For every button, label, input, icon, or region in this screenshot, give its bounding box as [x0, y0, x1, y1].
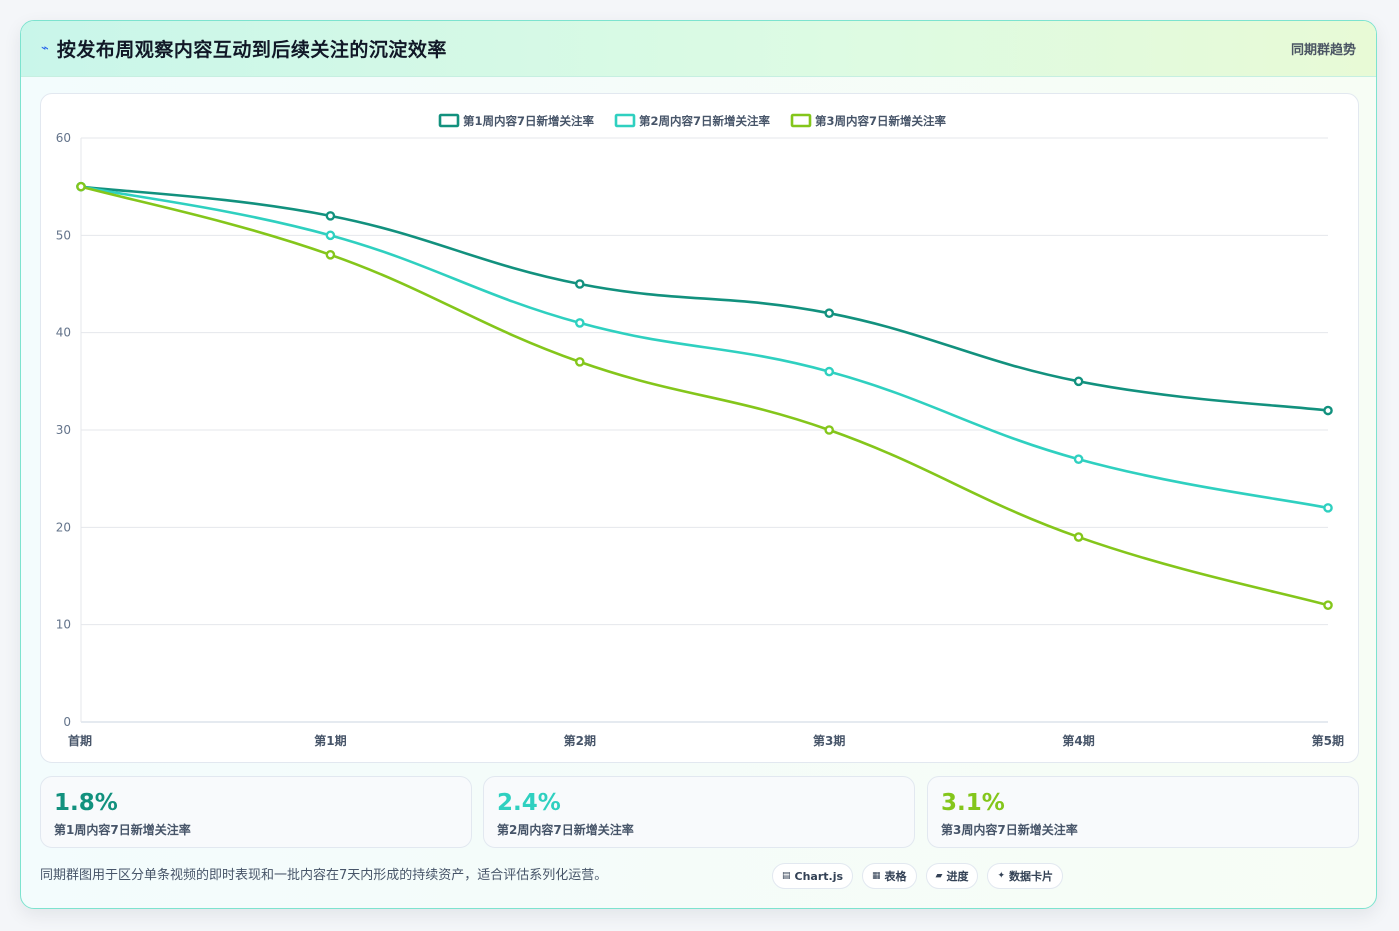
pill-progress[interactable]: ▰ 进度 [925, 863, 979, 889]
data-point[interactable] [575, 279, 585, 289]
kpi-label: 第3周内容7日新增关注率 [941, 823, 1078, 837]
x-tick-label: 第5期 [1312, 733, 1344, 748]
cohort-card: ⌁ 按发布周观察内容互动到后续关注的沉淀效率 同期群趋势 0 10 20 30 40 50… [20, 20, 1377, 909]
kpi-value: 2.4% [497, 790, 561, 816]
table-icon: ▦ [872, 871, 881, 881]
data-point[interactable] [824, 308, 835, 318]
y-tick-label: 40 [56, 326, 71, 340]
chart-icon: ▤ [782, 871, 791, 881]
pill-label: 数据卡片 [1009, 870, 1054, 883]
data-point[interactable] [325, 249, 336, 260]
y-tick-label: 50 [56, 228, 71, 242]
x-tick-label: 第1期 [314, 733, 346, 748]
pill-datacard[interactable]: ✦ 数据卡片 [987, 863, 1064, 889]
pill-label: Chart.js [794, 869, 844, 883]
x-tick-label: 首期 [68, 733, 92, 748]
y-tick-label: 30 [56, 423, 71, 437]
y-tick-label: 60 [56, 131, 71, 145]
legend-label[interactable]: 第2周内容7日新增关注率 [639, 114, 771, 128]
data-point[interactable] [325, 230, 336, 241]
y-tick-label: 0 [63, 715, 71, 729]
data-point[interactable] [1073, 454, 1084, 465]
kpi-label: 第1周内容7日新增关注率 [54, 823, 191, 837]
legend-swatch[interactable] [790, 113, 812, 128]
legend-label[interactable]: 第1周内容7日新增关注率 [463, 114, 595, 128]
x-tick-label: 第2期 [564, 733, 596, 748]
legend-swatch[interactable] [438, 113, 460, 128]
data-point[interactable] [824, 425, 835, 435]
data-point[interactable] [1323, 600, 1333, 611]
y-tick-label: 20 [56, 520, 71, 534]
data-point[interactable] [575, 357, 585, 367]
data-point[interactable] [1073, 376, 1084, 387]
data-point[interactable] [325, 211, 336, 221]
kpi-card-week3: 3.1% 第3周内容7日新增关注率 [927, 776, 1359, 848]
kpi-card-week2: 2.4% 第2周内容7日新增关注率 [483, 776, 915, 848]
progress-icon: ▰ [935, 871, 943, 881]
series-line-2 [80, 185, 1329, 510]
data-point[interactable] [76, 181, 86, 192]
card-icon: ✦ [997, 871, 1006, 881]
y-tick-label: 10 [56, 618, 71, 632]
data-point[interactable] [575, 318, 585, 328]
legend-swatch[interactable] [614, 113, 636, 128]
pill-chartjs[interactable]: ▤ Chart.js [772, 863, 854, 889]
page-title: 按发布周观察内容互动到后续关注的沉淀效率 [56, 39, 447, 61]
pill-table[interactable]: ▦ 表格 [862, 863, 917, 889]
x-tick-label: 第4期 [1062, 733, 1094, 748]
header-tag: 同期群趋势 [1290, 43, 1356, 58]
bolt-icon: ⌁ [41, 41, 49, 56]
series-line-1 [80, 185, 1329, 412]
data-point[interactable] [1323, 503, 1333, 513]
kpi-row: 1.8% 第1周内容7日新增关注率 2.4% 第2周内容7日新增关注率 3.1%… [40, 776, 1359, 848]
kpi-value: 3.1% [941, 790, 1005, 816]
data-point[interactable] [1073, 532, 1084, 542]
footnote: 同期群图用于区分单条视频的即时表现和一批内容在7天内形成的持续资产，适合评估系列… [40, 868, 608, 883]
line-chart: 0 10 20 30 40 50 60 首期 第1期 第2期 第3期 第4期 第5期 第1周内容7日新增关… [56, 113, 1344, 748]
kpi-value: 1.8% [54, 790, 118, 816]
card-header: ⌁ 按发布周观察内容互动到后续关注的沉淀效率 同期群趋势 [21, 21, 1376, 77]
kpi-label: 第2周内容7日新增关注率 [497, 823, 634, 837]
pill-label: 表格 [884, 870, 907, 883]
data-point[interactable] [1323, 405, 1333, 416]
kpi-card-week1: 1.8% 第1周内容7日新增关注率 [40, 776, 472, 848]
data-point[interactable] [824, 366, 835, 377]
tag-pills: ▤ Chart.js ▦ 表格 ▰ 进度 ✦ 数据卡片 [772, 863, 1064, 889]
series-line-3 [80, 185, 1329, 607]
pill-label: 进度 [946, 870, 969, 883]
x-tick-label: 第3期 [813, 733, 845, 748]
legend-label[interactable]: 第3周内容7日新增关注率 [815, 114, 947, 128]
chart-panel: 0 10 20 30 40 50 60 首期 第1期 第2期 第3期 第4期 第5期 第1周内容7日新增关… [40, 93, 1359, 763]
